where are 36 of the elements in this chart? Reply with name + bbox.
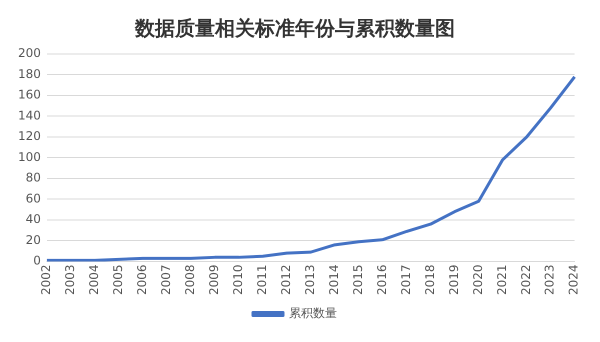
y-tick-label: 140 bbox=[18, 108, 41, 122]
x-tick-label: 2009 bbox=[206, 264, 221, 296]
y-tick-label: 200 bbox=[18, 46, 41, 60]
x-tick-label: 2006 bbox=[134, 264, 149, 296]
x-tick-label: 2023 bbox=[542, 264, 557, 296]
y-tick-label: 0 bbox=[33, 254, 41, 268]
x-tick-label: 2003 bbox=[63, 264, 78, 296]
x-tick-label: 2002 bbox=[39, 264, 54, 296]
x-tick-label: 2012 bbox=[278, 264, 293, 296]
x-tick-label: 2011 bbox=[254, 264, 269, 296]
chart-title: 数据质量相关标准年份与累积数量图 bbox=[134, 16, 455, 40]
x-tick-label: 2007 bbox=[158, 264, 173, 296]
x-tick-label: 2020 bbox=[470, 264, 485, 296]
x-tick-label: 2021 bbox=[494, 264, 509, 296]
y-tick-label: 160 bbox=[18, 88, 41, 102]
y-tick-label: 180 bbox=[18, 66, 41, 81]
x-tick-label: 2018 bbox=[422, 264, 437, 296]
y-tick-label: 60 bbox=[26, 191, 41, 206]
x-tick-label: 2016 bbox=[374, 264, 389, 296]
x-tick-label: 2010 bbox=[230, 264, 245, 296]
x-tick-label: 2024 bbox=[566, 264, 581, 296]
y-tick-label: 40 bbox=[26, 212, 41, 226]
y-tick-label: 100 bbox=[18, 150, 41, 164]
x-tick-label: 2014 bbox=[326, 264, 341, 296]
legend-label: 累积数量 bbox=[289, 306, 337, 320]
x-tick-label: 2008 bbox=[182, 264, 197, 296]
y-tick-label: 20 bbox=[26, 232, 41, 247]
x-tick-label: 2015 bbox=[350, 264, 365, 296]
y-tick-label: 80 bbox=[26, 170, 41, 185]
x-tick-label: 2005 bbox=[110, 264, 125, 296]
x-tick-label: 2019 bbox=[446, 264, 461, 296]
x-tick-label: 2017 bbox=[398, 264, 413, 296]
y-tick-label: 120 bbox=[18, 129, 41, 144]
x-tick-label: 2004 bbox=[87, 264, 101, 296]
x-tick-label: 2022 bbox=[518, 264, 533, 296]
x-tick-label: 2013 bbox=[302, 264, 317, 296]
